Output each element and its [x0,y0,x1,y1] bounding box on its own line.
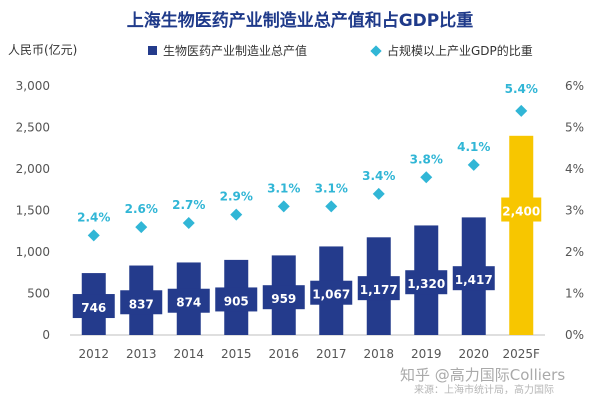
bar-value-box [501,197,542,222]
share-value-label: 2.4% [77,210,110,224]
bar-value-box [405,270,448,295]
bar-value-label: 1,417 [455,273,493,287]
share-diamond [230,208,243,221]
y-tick-label: 1,000 [16,245,50,259]
x-tick-label: 2015 [221,347,252,361]
y-tick-label: 0 [42,328,50,342]
bar-value-label: 959 [271,292,296,306]
y2-tick-label: 6% [565,79,584,93]
share-value-label: 2.9% [220,190,253,204]
chart-title: 上海生物医药产业制造业总产值和占GDP比重 [126,11,474,31]
share-diamond [325,200,338,213]
y-tick-label: 2,000 [16,162,50,176]
y2-tick-label: 5% [565,121,584,135]
y-tick-label: 2,500 [16,121,50,135]
share-value-label: 5.4% [505,82,538,96]
y2-tick-label: 2% [565,245,584,259]
x-tick-label: 2013 [126,347,157,361]
share-diamond [277,200,290,213]
x-tick-label: 2019 [411,347,442,361]
share-diamond [87,229,100,242]
share-diamond [372,187,385,200]
y-tick-label: 1,500 [16,204,50,218]
y2-tick-label: 3% [565,204,584,218]
x-tick-label: 2017 [316,347,347,361]
y-tick-label: 500 [27,287,50,301]
bar-value-label: 746 [81,301,106,315]
legend-bar-swatch [148,46,157,55]
bar-value-label: 1,067 [312,288,350,302]
x-tick-label: 2016 [268,347,299,361]
legend-item-output: 生物医药产业制造业总产值 [148,42,307,59]
y-axis-label: 人民币(亿元) [8,43,78,57]
share-value-label: 2.6% [125,202,158,216]
bar-value-label: 1,320 [407,277,445,291]
share-diamond [135,221,148,234]
share-value-label: 3.8% [410,152,443,166]
y2-tick-label: 4% [565,162,584,176]
bar-value-label: 874 [176,296,201,310]
bar-value-box [262,285,305,310]
bar-value-box [120,290,163,315]
share-value-label: 3.4% [362,169,395,183]
y2-tick-label: 0% [565,328,584,342]
share-value-label: 2.7% [172,198,205,212]
legend-gdp-share-label: 占规模以上产业GDP的比重 [387,44,533,58]
share-diamond [182,216,195,229]
share-value-label: 4.1% [457,140,490,154]
y2-tick-label: 1% [565,287,584,301]
bar-value-box [72,294,115,319]
y-tick-label: 3,000 [16,79,50,93]
share-diamond [515,104,528,117]
x-tick-label: 2018 [363,347,394,361]
source-note: 来源：上海市统计局，高力国际 [414,385,554,396]
bar-value-box [167,288,210,313]
bar-value-box [357,276,400,301]
x-tick-label: 2012 [78,347,109,361]
bar-value-box [452,266,495,291]
share-diamond [467,158,480,171]
x-tick-label: 2014 [173,347,204,361]
share-value-label: 3.1% [315,181,348,195]
legend-output-label: 生物医药产业制造业总产值 [163,44,308,58]
bar-value-box [215,287,258,312]
x-tick-label: 2025F [503,347,541,361]
bar [509,135,534,335]
bar-value-label: 837 [129,297,154,311]
bar-value-label: 905 [224,294,249,308]
share-value-label: 3.1% [267,181,300,195]
bar-value-label: 2,400 [502,205,540,219]
bar-value-box [310,280,353,305]
bar-value-label: 1,177 [360,283,398,297]
share-diamond [420,171,433,184]
x-tick-label: 2020 [458,347,489,361]
legend-item-gdp-share: 占规模以上产业GDP的比重 [370,42,533,59]
watermark: 知乎 @高力国际Colliers [400,366,566,384]
